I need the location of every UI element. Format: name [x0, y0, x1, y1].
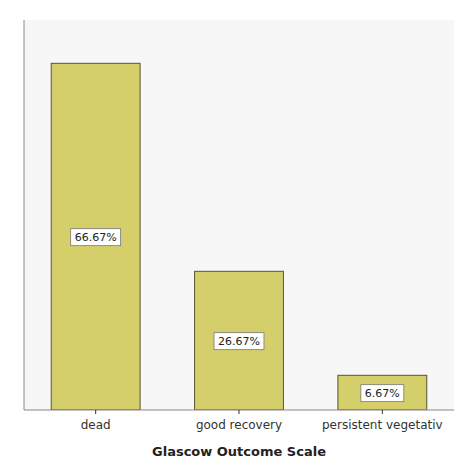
data-label-box: [361, 385, 404, 402]
plot-background: [24, 20, 454, 410]
bar: [51, 63, 140, 410]
data-label-box: [71, 229, 121, 246]
bar: [338, 375, 427, 410]
bars: [51, 63, 427, 410]
x-axis-label: Glascow Outcome Scale: [152, 444, 326, 459]
bar: [195, 271, 284, 410]
x-tick-label: dead: [81, 418, 111, 432]
x-tick: [95, 410, 96, 414]
data-label-box: [214, 333, 264, 350]
data-label: 6.67%: [365, 387, 400, 400]
data-label: 26.67%: [218, 335, 260, 348]
x-tick: [382, 410, 383, 414]
data-label: 66.67%: [75, 231, 117, 244]
chart-container: dead good recovery persistent vegetativ Gla…: [0, 0, 474, 474]
x-tick-label: good recovery: [196, 418, 282, 432]
chart-svg: dead good recovery persistent vegetativ Gla…: [0, 0, 474, 474]
data-labels: 66.67% 26.67% 6.67%: [71, 229, 404, 402]
x-tick-label: persistent vegetativ: [322, 418, 443, 432]
x-tick: [239, 410, 240, 414]
y-axis-line: [24, 20, 25, 410]
